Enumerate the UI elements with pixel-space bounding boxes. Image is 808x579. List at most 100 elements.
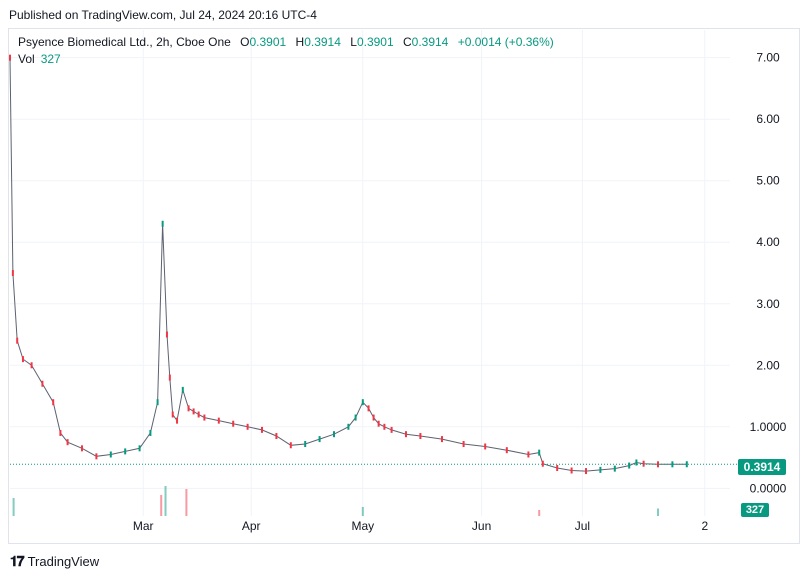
last-price-badge: 0.3914 [738, 459, 786, 475]
price-candle [187, 405, 190, 412]
last-volume-badge: 327 [741, 503, 769, 517]
price-candle [527, 451, 530, 458]
price-candle [52, 399, 55, 406]
price-candle [246, 423, 249, 430]
price-candle [405, 431, 407, 438]
price-candle [171, 411, 174, 418]
price-candle [390, 426, 393, 433]
volume-legend: Vol 327 [18, 52, 61, 66]
volume-bar [538, 510, 541, 516]
volume-bar [657, 508, 659, 516]
price-candle [628, 462, 631, 469]
price-candle [16, 337, 19, 344]
price-candle [642, 460, 645, 467]
price-candle [541, 460, 544, 467]
chart-frame [8, 28, 800, 544]
legend-close-key: C [402, 35, 412, 49]
tradingview-logo-icon: 𝟏𝟕 [10, 553, 25, 569]
legend-high-key: H [295, 35, 305, 49]
price-candle [289, 442, 292, 449]
y-tick-label: 3.00 [756, 297, 780, 311]
x-tick-label: Apr [242, 519, 261, 533]
price-candle [671, 461, 674, 468]
legend-open-key: O [240, 35, 250, 49]
price-candle [176, 417, 179, 424]
price-candle [11, 270, 14, 276]
price-candle [354, 414, 357, 421]
price-candle [165, 331, 168, 338]
price-candle [66, 439, 69, 446]
volume-legend-value: 327 [40, 52, 61, 66]
price-candle [585, 468, 587, 475]
price-candle [685, 461, 688, 468]
x-tick-label: Mar [133, 519, 154, 533]
y-tick-label: 5.00 [756, 174, 780, 188]
price-candle [505, 447, 508, 454]
price-candle [149, 429, 152, 436]
price-candle [217, 417, 220, 424]
volume-bar [361, 507, 364, 516]
volume-bar [160, 495, 163, 516]
price-candle [361, 399, 364, 406]
chart-grid [10, 30, 730, 516]
price-candle [168, 374, 171, 381]
volume-bars [12, 486, 659, 516]
price-candle [383, 423, 386, 430]
price-candle [441, 436, 443, 443]
price-candle [538, 449, 541, 456]
price-series [9, 54, 688, 475]
price-candle [635, 459, 638, 466]
price-candle [109, 451, 112, 458]
y-tick-label: 4.00 [756, 235, 780, 249]
price-candle [556, 465, 559, 472]
price-candle [21, 356, 24, 363]
price-candle [30, 362, 33, 369]
price-candle [95, 453, 98, 460]
price-candle [570, 467, 573, 474]
price-candle [156, 399, 159, 406]
legend-low-key: L [350, 35, 357, 49]
y-tick-label: 1.0000 [750, 420, 787, 434]
price-candle [181, 386, 184, 393]
footer-brand-label: TradingView [27, 554, 100, 569]
price-candle [9, 54, 11, 61]
price-candle [59, 429, 62, 436]
price-candle [377, 420, 380, 427]
time-axis: Mar Apr May Jun Jul 2 [133, 519, 709, 533]
chart-legend: Psyence Biomedical Ltd., 2h, Cboe One O0… [18, 35, 554, 49]
price-candle [197, 411, 200, 418]
x-tick-label: Jun [472, 519, 491, 533]
price-candle [161, 220, 164, 227]
price-candle [192, 408, 195, 415]
y-tick-label: 0.0000 [750, 481, 787, 495]
price-candle [599, 466, 602, 473]
published-caption: Published on TradingView.com, Jul 24, 20… [9, 8, 317, 22]
price-candle [261, 426, 263, 433]
price-line [9, 57, 687, 472]
y-tick-label: 6.00 [756, 112, 780, 126]
volume-legend-key: Vol [18, 52, 35, 66]
price-axis: 7.00 6.00 5.00 4.00 3.00 2.00 1.0000 0.0000 [750, 51, 787, 496]
y-tick-label: 7.00 [756, 51, 780, 65]
price-candle [372, 414, 375, 421]
price-candle [318, 436, 321, 443]
price-candle [462, 441, 465, 448]
price-candle [81, 445, 83, 452]
price-candle [232, 420, 235, 427]
price-candle [124, 448, 127, 455]
price-candle [138, 445, 141, 452]
legend-high: 0.3914 [304, 35, 341, 49]
price-candle [41, 380, 44, 387]
footer-brand[interactable]: 𝟏𝟕 TradingView [10, 553, 99, 570]
legend-close: 0.3914 [411, 35, 449, 49]
price-candle [275, 433, 278, 440]
price-candle [419, 433, 422, 440]
price-candle [203, 414, 206, 421]
x-tick-label: 2 [701, 519, 708, 533]
price-candle [304, 441, 307, 448]
legend-low: 0.3901 [356, 35, 394, 49]
price-candle [347, 423, 350, 430]
x-tick-label: Jul [575, 519, 590, 533]
legend-open: 0.3901 [249, 35, 287, 49]
